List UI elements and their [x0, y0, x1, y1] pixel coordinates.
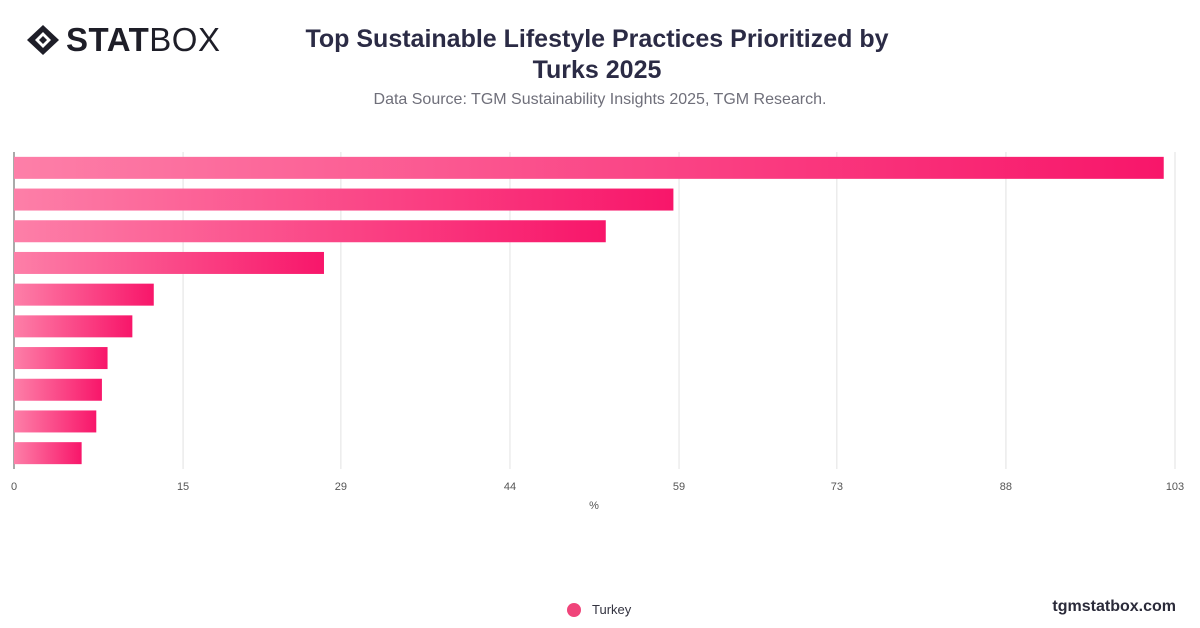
x-tick-label: 29 [335, 481, 347, 493]
x-axis-label: % [589, 500, 599, 512]
logo-bold-text: STAT [66, 21, 150, 58]
bar-5[interactable] [14, 283, 154, 306]
x-tick-label: 44 [504, 481, 516, 493]
chart-title-line-1: Top Sustainable Lifestyle Practices Prio… [305, 25, 889, 53]
x-tick-label: 15 [177, 481, 189, 493]
bar-3[interactable] [14, 220, 606, 243]
bar-2[interactable] [14, 188, 674, 211]
legend-marker-turkey [567, 602, 581, 617]
bar-1[interactable] [14, 156, 1164, 179]
x-tick-label: 103 [1166, 481, 1184, 493]
chart-title: Top Sustainable Lifestyle Practices Prio… [297, 24, 897, 86]
bar-chart: 0 15 29 44 59 73 88 103 % [11, 152, 1184, 512]
bar-8[interactable] [14, 378, 102, 401]
logo-light-text: BOX [149, 21, 221, 58]
bar-9[interactable] [14, 410, 97, 433]
bar-10[interactable] [14, 442, 82, 465]
chart-title-line-2: Turks 2025 [532, 56, 662, 84]
bar-4[interactable] [14, 251, 324, 274]
legend-label-turkey: Turkey [592, 602, 632, 617]
x-tick-label: 73 [831, 481, 843, 493]
diamond-logo-icon [27, 25, 59, 55]
x-axis-ticks: 0 15 29 44 59 73 88 103 [11, 481, 1184, 493]
x-tick-label: 88 [1000, 481, 1012, 493]
x-tick-label: 0 [11, 481, 17, 493]
statbox-logo: STATBOX [26, 22, 220, 58]
bar-7[interactable] [14, 347, 108, 370]
legend[interactable]: Turkey [567, 602, 631, 617]
chart-subtitle: Data Source: TGM Sustainability Insights… [373, 91, 827, 108]
site-url: tgmstatbox.com [1052, 598, 1176, 615]
bars [14, 156, 1164, 465]
x-tick-label: 59 [673, 481, 685, 493]
logo-wordmark: STATBOX [66, 22, 220, 58]
bar-6[interactable] [14, 315, 133, 338]
